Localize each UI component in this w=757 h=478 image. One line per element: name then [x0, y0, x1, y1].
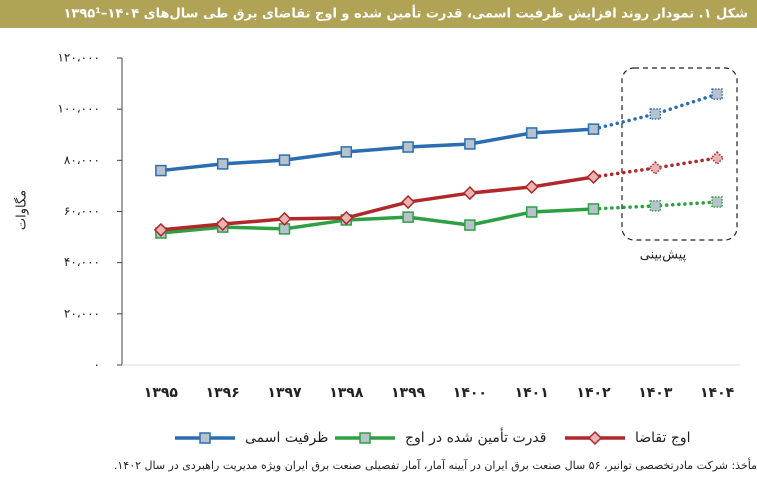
- marker: [462, 186, 477, 201]
- marker: [524, 179, 539, 195]
- y-tick-label: ۱۲۰،۰۰۰: [57, 51, 100, 65]
- marker: [402, 211, 414, 223]
- marker: [216, 158, 229, 170]
- source-note: مأخذ: شرکت مادرتخصصی توانیر، ۵۶ سال صنعت…: [114, 457, 757, 472]
- marker: [464, 219, 476, 231]
- series-line: [159, 175, 596, 232]
- marker: [278, 154, 291, 166]
- marker: [359, 432, 371, 444]
- marker: [339, 210, 354, 225]
- marker: [153, 222, 168, 237]
- legend-label: ظرفیت اسمی: [245, 430, 328, 446]
- x-tick-label: ۱۴۰۳: [638, 385, 673, 401]
- x-tick-label: ۱۴۰۰: [453, 385, 487, 401]
- title-bar: [0, 0, 757, 28]
- x-tick-label: ۱۳۹۸: [329, 385, 364, 401]
- marker: [340, 146, 353, 158]
- y-tick-label: ۶۰،۰۰۰: [64, 204, 100, 218]
- marker: [525, 127, 538, 139]
- marker: [710, 150, 725, 166]
- forecast-box: [621, 67, 738, 241]
- marker: [711, 196, 723, 208]
- y-tick-label: ۰: [94, 358, 100, 372]
- marker: [277, 211, 292, 226]
- marker: [199, 432, 211, 444]
- legend-label: قدرت تأمین شده در اوج: [405, 427, 546, 446]
- marker: [586, 169, 601, 185]
- marker: [587, 430, 603, 446]
- x-tick-label: ۱۴۰۱: [515, 385, 549, 401]
- marker: [464, 138, 476, 150]
- chart-title: شکل ۱. نمودار روند افزایش ظرفیت اسمی، قد…: [63, 5, 748, 22]
- y-axis-label: مگاوات: [14, 190, 30, 230]
- x-tick-label: ۱۳۹۶: [206, 385, 240, 401]
- marker: [402, 141, 414, 153]
- y-tick-label: ۸۰،۰۰۰: [64, 153, 100, 167]
- marker: [711, 88, 723, 100]
- x-tick-label: ۱۴۰۲: [576, 385, 611, 401]
- marker: [648, 160, 663, 176]
- marker: [587, 203, 600, 215]
- legend-label: اوج تقاضا: [635, 430, 691, 446]
- y-tick-label: ۴۰،۰۰۰: [64, 255, 100, 269]
- x-tick-label: ۱۳۹۷: [267, 385, 302, 401]
- marker: [649, 108, 662, 120]
- marker: [401, 194, 416, 210]
- marker: [525, 206, 538, 218]
- series-line: [159, 207, 596, 235]
- series-line: [159, 127, 596, 173]
- marker: [587, 123, 600, 135]
- y-tick-label: ۲۰،۰۰۰: [64, 306, 100, 320]
- x-tick-label: ۱۳۹۵: [144, 385, 179, 401]
- marker: [155, 164, 167, 177]
- y-tick-label: ۱۰۰،۰۰۰: [57, 102, 100, 116]
- marker: [649, 200, 662, 212]
- x-tick-label: ۱۳۹۹: [391, 385, 426, 401]
- annotation: پیش‌بینی: [640, 248, 687, 263]
- marker: [215, 216, 230, 232]
- x-tick-label: ۱۴۰۴: [700, 385, 735, 401]
